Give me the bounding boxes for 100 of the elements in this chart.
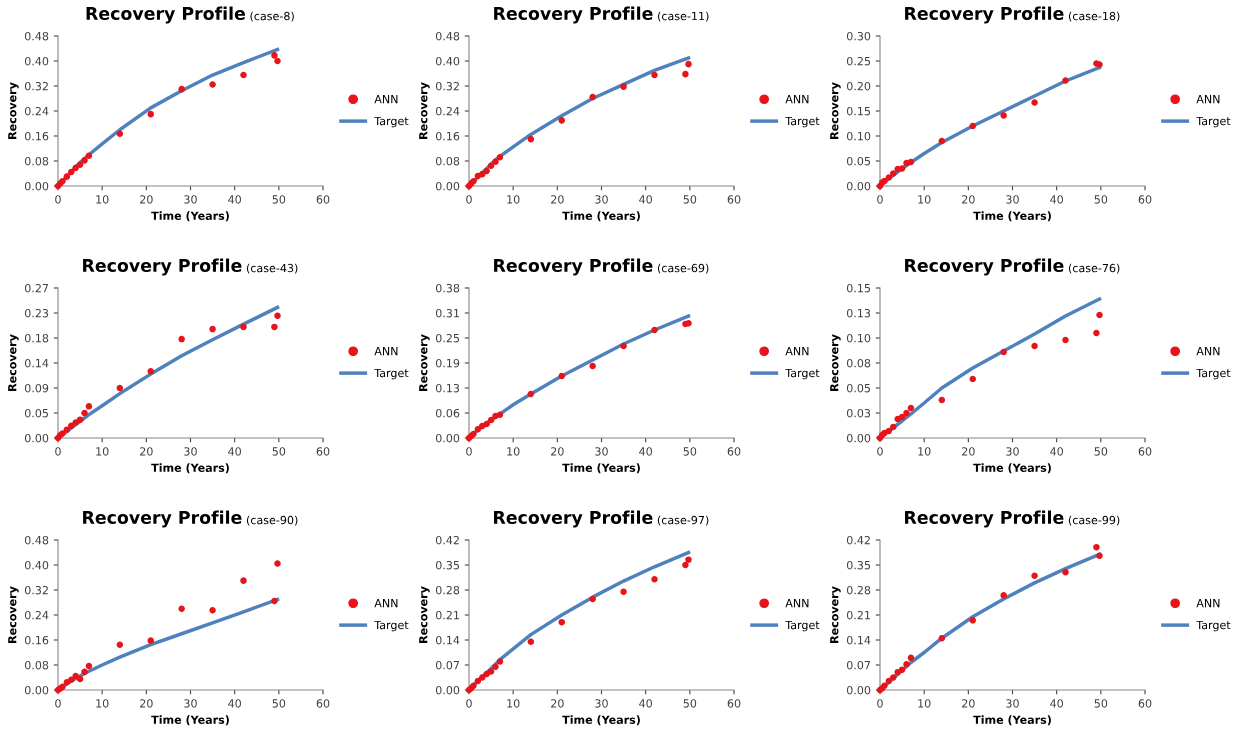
y-tick-label: 0.27 xyxy=(24,283,49,293)
chart-title: Recovery Profile xyxy=(86,6,245,24)
y-tick-label: 0.07 xyxy=(846,660,871,670)
x-tick-label: 40 xyxy=(639,195,652,204)
y-tick-label: 0.21 xyxy=(435,610,459,620)
legend-label: Target xyxy=(785,116,820,128)
y-tick-label: 0.32 xyxy=(24,585,48,595)
y-tick-label: 0.00 xyxy=(435,181,460,191)
chart-subtitle: (case-18) xyxy=(1068,11,1120,22)
y-tick-label: 0.21 xyxy=(846,610,870,620)
y-tick-label: 0.24 xyxy=(24,610,49,620)
y-tick-label: 0.08 xyxy=(435,156,460,166)
y-tick-label: 0.10 xyxy=(846,333,871,343)
x-tick-label: 40 xyxy=(639,447,652,456)
x-tick-label: 20 xyxy=(551,195,564,204)
y-tick-label: 0.13 xyxy=(435,383,460,393)
y-tick-label: 0.25 xyxy=(846,56,870,66)
legend-label: ANN xyxy=(374,347,398,356)
y-axis-title: Recovery xyxy=(419,586,430,643)
x-axis-title: Time (Years) xyxy=(151,211,229,222)
legend-label: Target xyxy=(1196,368,1231,380)
x-tick-label: 40 xyxy=(228,195,241,204)
x-tick-label: 50 xyxy=(683,447,697,456)
y-tick-label: 0.38 xyxy=(435,283,460,293)
y-tick-label: 0.08 xyxy=(846,358,871,368)
x-tick-label: 40 xyxy=(639,699,652,708)
y-axis-title: Recovery xyxy=(8,82,19,139)
x-tick-label: 10 xyxy=(918,447,931,456)
chart-title: Recovery Profile xyxy=(905,510,1064,528)
y-tick-label: 0.16 xyxy=(24,131,49,141)
x-tick-label: 30 xyxy=(184,699,197,708)
x-axis-title: Time (Years) xyxy=(562,463,640,474)
y-tick-label: 0.05 xyxy=(846,383,870,393)
y-tick-label: 0.32 xyxy=(435,81,459,91)
x-tick-label: 10 xyxy=(507,699,520,708)
y-tick-label: 0.42 xyxy=(435,535,459,545)
y-tick-label: 0.24 xyxy=(24,106,49,116)
chart-title: Recovery Profile xyxy=(83,258,242,276)
y-tick-label: 0.25 xyxy=(435,333,459,343)
x-tick-label: 0 xyxy=(877,699,883,708)
y-tick-label: 0.15 xyxy=(846,106,870,116)
x-tick-label: 0 xyxy=(877,195,883,204)
chart-subtitle: (case-76) xyxy=(1068,263,1120,274)
chart-subtitle: (case-97) xyxy=(657,515,709,526)
x-tick-label: 40 xyxy=(228,447,241,456)
x-tick-label: 40 xyxy=(1050,195,1063,204)
x-axis-title: Time (Years) xyxy=(973,715,1051,726)
y-tick-label: 0.05 xyxy=(24,408,48,418)
y-tick-label: 0.13 xyxy=(846,308,871,318)
x-tick-label: 10 xyxy=(507,447,520,456)
y-tick-label: 0.00 xyxy=(435,685,460,695)
x-tick-label: 0 xyxy=(55,195,61,204)
x-tick-label: 20 xyxy=(962,699,975,708)
x-tick-label: 0 xyxy=(55,447,61,456)
x-tick-label: 60 xyxy=(316,195,330,204)
y-tick-label: 0.32 xyxy=(24,81,48,91)
x-tick-label: 20 xyxy=(962,447,975,456)
y-tick-label: 0.48 xyxy=(24,31,49,41)
x-tick-label: 20 xyxy=(140,699,153,708)
x-axis-title: Time (Years) xyxy=(151,715,229,726)
chart-subtitle: (case-99) xyxy=(1068,515,1120,526)
y-tick-label: 0.07 xyxy=(435,660,460,670)
legend-label: ANN xyxy=(374,599,398,608)
y-tick-label: 0.00 xyxy=(846,685,871,695)
x-tick-label: 20 xyxy=(551,447,564,456)
x-tick-label: 10 xyxy=(918,195,931,204)
y-tick-label: 0.48 xyxy=(24,535,49,545)
legend-label: Target xyxy=(785,368,820,380)
x-tick-label: 10 xyxy=(918,699,931,708)
legend-label: ANN xyxy=(1196,95,1220,104)
x-tick-label: 60 xyxy=(727,699,741,708)
chart-subtitle: (case-11) xyxy=(658,11,709,22)
y-axis-title: Recovery xyxy=(419,82,430,139)
y-axis-title: Recovery xyxy=(830,586,841,643)
x-tick-label: 60 xyxy=(1138,699,1152,708)
y-tick-label: 0.15 xyxy=(846,283,870,293)
legend-label: Target xyxy=(374,116,409,128)
chart-subtitle: (case-43) xyxy=(246,263,298,274)
x-tick-label: 50 xyxy=(272,699,286,708)
x-tick-label: 60 xyxy=(316,447,330,456)
x-tick-label: 30 xyxy=(1006,447,1019,456)
y-tick-label: 0.00 xyxy=(24,181,49,191)
chart-subtitle: (case-69) xyxy=(657,263,709,274)
y-tick-label: 0.10 xyxy=(846,131,871,141)
y-tick-label: 0.35 xyxy=(846,560,870,570)
x-tick-label: 10 xyxy=(96,447,109,456)
y-tick-label: 0.20 xyxy=(846,81,871,91)
chart-title: Recovery Profile xyxy=(905,258,1064,276)
x-tick-label: 30 xyxy=(595,447,608,456)
x-tick-label: 30 xyxy=(1006,699,1019,708)
x-axis-title: Time (Years) xyxy=(973,463,1051,474)
y-tick-label: 0.03 xyxy=(846,408,871,418)
x-tick-label: 0 xyxy=(55,699,61,708)
y-tick-label: 0.28 xyxy=(435,585,460,595)
legend-label: Target xyxy=(374,368,409,380)
legend-label: Target xyxy=(1196,116,1231,128)
x-tick-label: 40 xyxy=(228,699,241,708)
y-tick-label: 0.31 xyxy=(435,308,459,318)
x-tick-label: 0 xyxy=(466,195,472,204)
x-tick-label: 20 xyxy=(140,195,153,204)
